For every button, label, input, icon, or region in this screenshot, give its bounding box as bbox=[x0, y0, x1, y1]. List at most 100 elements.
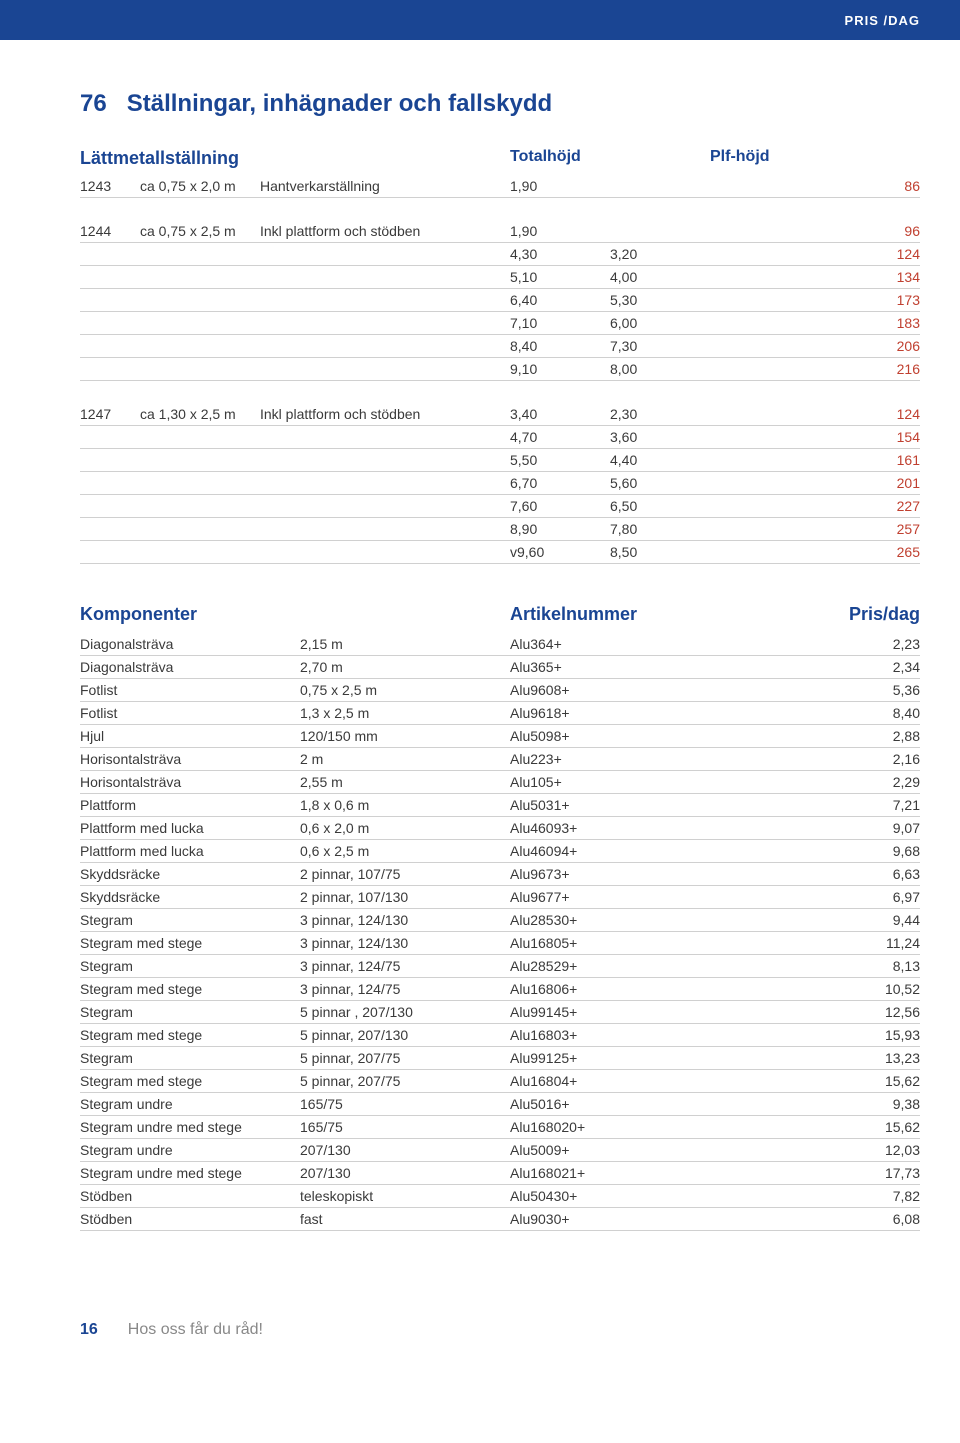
cell-v1: 9,108,00 bbox=[510, 359, 710, 379]
item-dim bbox=[140, 290, 260, 310]
komp-spec: fast bbox=[300, 1209, 510, 1229]
komp-spec: 2 pinnar, 107/130 bbox=[300, 887, 510, 907]
section-header: Lättmetallställning Totalhöjd Plf-höjd bbox=[80, 148, 920, 169]
table-row: Stegram med stege3 pinnar, 124/75Alu1680… bbox=[80, 978, 920, 1001]
table-row: 4,303,20124 bbox=[80, 243, 920, 266]
item-code bbox=[80, 359, 140, 379]
komp-spec: 0,6 x 2,5 m bbox=[300, 841, 510, 861]
item-code bbox=[80, 542, 140, 562]
cell-v1: 5,104,00 bbox=[510, 267, 710, 287]
cell-price: 201 bbox=[710, 473, 920, 493]
komp-spec: 5 pinnar, 207/130 bbox=[300, 1025, 510, 1045]
item-code: 1247 bbox=[80, 404, 140, 424]
komp-price: 7,21 bbox=[740, 795, 920, 815]
komp-art: Alu365+ bbox=[510, 657, 740, 677]
item-desc bbox=[260, 450, 510, 470]
komp-art: Alu99145+ bbox=[510, 1002, 740, 1022]
komp-spec: 207/130 bbox=[300, 1140, 510, 1160]
komp-name: Skyddsräcke bbox=[80, 887, 300, 907]
item-desc bbox=[260, 519, 510, 539]
cell-price: 183 bbox=[710, 313, 920, 333]
cell-v1: 7,106,00 bbox=[510, 313, 710, 333]
page-title-num: 76 bbox=[80, 90, 107, 117]
cell-price: 265 bbox=[710, 542, 920, 562]
komp-spec: 1,3 x 2,5 m bbox=[300, 703, 510, 723]
cell-price: 86 bbox=[710, 176, 920, 196]
table-row: Horisontalsträva2 mAlu223+2,16 bbox=[80, 748, 920, 771]
page-title: 76 Ställningar, inhägnader och fallskydd bbox=[80, 90, 920, 118]
komp-price: 9,68 bbox=[740, 841, 920, 861]
komp-spec: 5 pinnar, 207/75 bbox=[300, 1071, 510, 1091]
komp-name: Stegram bbox=[80, 956, 300, 976]
header-label: PRIS /DAG bbox=[845, 13, 920, 28]
item-desc bbox=[260, 359, 510, 379]
komp-price: 2,23 bbox=[740, 634, 920, 654]
table-row: Stegram undre med stege207/130Alu168021+… bbox=[80, 1162, 920, 1185]
komp-art: Alu5009+ bbox=[510, 1140, 740, 1160]
komp-price: 17,73 bbox=[740, 1163, 920, 1183]
item-desc: Inkl plattform och stödben bbox=[260, 404, 510, 424]
komp-spec: 207/130 bbox=[300, 1163, 510, 1183]
komp-name: Stegram med stege bbox=[80, 933, 300, 953]
komp-price: 10,52 bbox=[740, 979, 920, 999]
komp-spec: 2,15 m bbox=[300, 634, 510, 654]
komp-spec: 3 pinnar, 124/75 bbox=[300, 956, 510, 976]
cell-price: 134 bbox=[710, 267, 920, 287]
price-block-1244: 1244ca 0,75 x 2,5 mInkl plattform och st… bbox=[80, 220, 920, 381]
item-code bbox=[80, 519, 140, 539]
komp-spec: 5 pinnar, 207/75 bbox=[300, 1048, 510, 1068]
komp-name: Fotlist bbox=[80, 703, 300, 723]
item-dim bbox=[140, 359, 260, 379]
item-desc: Inkl plattform och stödben bbox=[260, 221, 510, 241]
komp-price: 15,62 bbox=[740, 1117, 920, 1137]
section-title: Lättmetallställning bbox=[80, 148, 510, 169]
komp-name: Horisontalsträva bbox=[80, 772, 300, 792]
cell-v1: v9,608,50 bbox=[510, 542, 710, 562]
komp-price: 6,08 bbox=[740, 1209, 920, 1229]
komp-price: 15,93 bbox=[740, 1025, 920, 1045]
table-row: Diagonalsträva2,70 mAlu365+2,34 bbox=[80, 656, 920, 679]
komp-name: Horisontalsträva bbox=[80, 749, 300, 769]
col-totalhojd: Totalhöjd bbox=[510, 148, 710, 169]
komp-col-art: Artikelnummer bbox=[510, 604, 740, 625]
table-row: 7,106,00183 bbox=[80, 312, 920, 335]
cell-price: 216 bbox=[710, 359, 920, 379]
komp-art: Alu364+ bbox=[510, 634, 740, 654]
col-plfhojd: Plf-höjd bbox=[710, 148, 920, 169]
item-desc bbox=[260, 244, 510, 264]
komp-price: 5,36 bbox=[740, 680, 920, 700]
komp-art: Alu16804+ bbox=[510, 1071, 740, 1091]
table-row: Plattform med lucka0,6 x 2,5 mAlu46094+9… bbox=[80, 840, 920, 863]
cell-price: 154 bbox=[710, 427, 920, 447]
cell-v1: 4,703,60 bbox=[510, 427, 710, 447]
komp-art: Alu9030+ bbox=[510, 1209, 740, 1229]
komp-price: 7,82 bbox=[740, 1186, 920, 1206]
komp-title: Komponenter bbox=[80, 604, 510, 625]
item-dim bbox=[140, 473, 260, 493]
item-dim bbox=[140, 244, 260, 264]
komp-name: Stegram bbox=[80, 1048, 300, 1068]
table-row: Fotlist0,75 x 2,5 mAlu9608+5,36 bbox=[80, 679, 920, 702]
komp-art: Alu28530+ bbox=[510, 910, 740, 930]
komp-spec: 2 pinnar, 107/75 bbox=[300, 864, 510, 884]
komp-art: Alu9677+ bbox=[510, 887, 740, 907]
table-row: v9,608,50265 bbox=[80, 541, 920, 564]
cell-v1: 7,606,50 bbox=[510, 496, 710, 516]
table-row: Stegram undre med stege165/75Alu168020+1… bbox=[80, 1116, 920, 1139]
footer-tagline: Hos oss får du råd! bbox=[128, 1321, 263, 1339]
table-row: 9,108,00216 bbox=[80, 358, 920, 381]
komp-spec: 165/75 bbox=[300, 1117, 510, 1137]
cell-price: 206 bbox=[710, 336, 920, 356]
item-desc bbox=[260, 313, 510, 333]
komp-price: 12,03 bbox=[740, 1140, 920, 1160]
cell-v1: 8,407,30 bbox=[510, 336, 710, 356]
komp-price: 8,13 bbox=[740, 956, 920, 976]
komp-name: Stegram undre med stege bbox=[80, 1117, 300, 1137]
item-dim: ca 0,75 x 2,5 m bbox=[140, 221, 260, 241]
komp-price: 2,34 bbox=[740, 657, 920, 677]
cell-v1: 1,90 bbox=[510, 176, 710, 196]
price-block-1247: 1247ca 1,30 x 2,5 mInkl plattform och st… bbox=[80, 403, 920, 564]
komp-spec: 5 pinnar , 207/130 bbox=[300, 1002, 510, 1022]
item-desc bbox=[260, 336, 510, 356]
komp-spec: 2,70 m bbox=[300, 657, 510, 677]
